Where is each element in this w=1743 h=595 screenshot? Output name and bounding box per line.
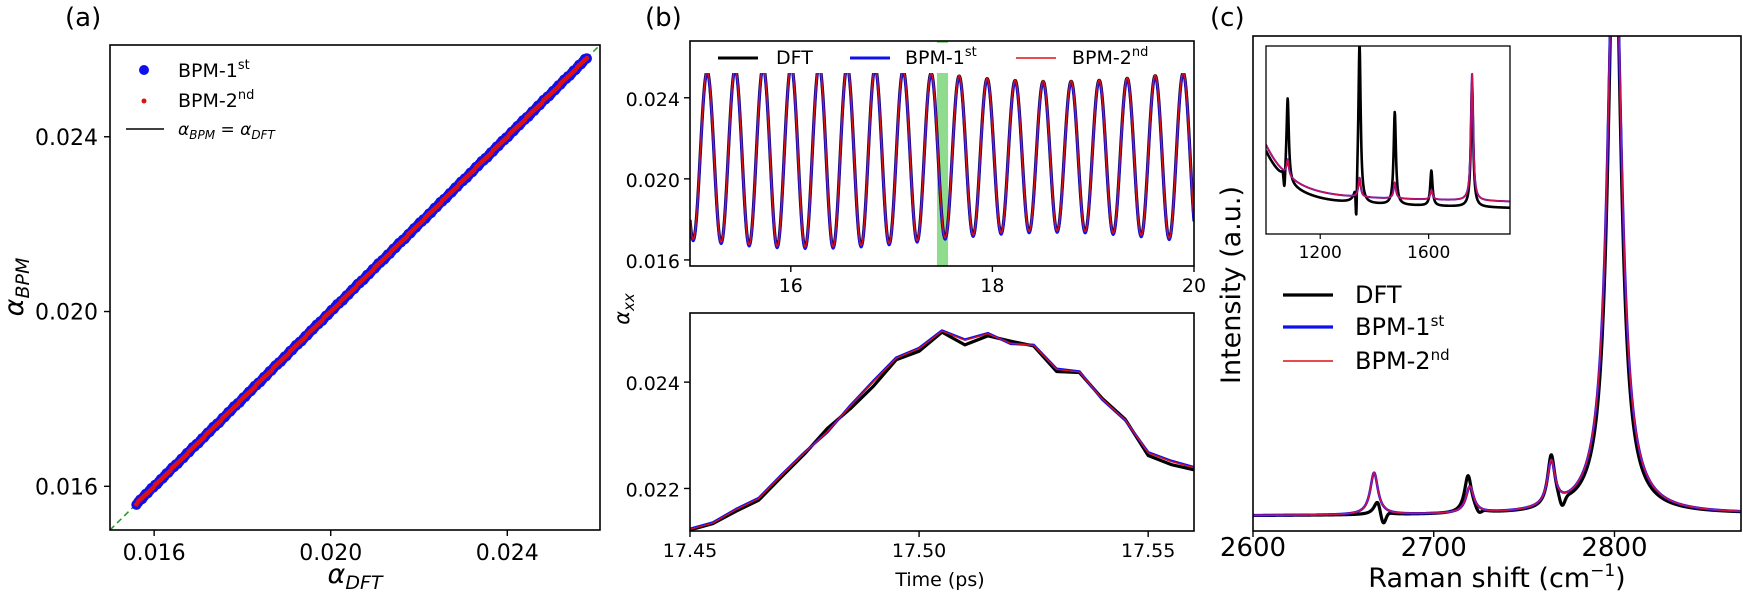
inset-frame (1265, 45, 1511, 235)
panel-b-bottom-ytick-label: 0.024 (626, 373, 680, 395)
panel-b-bottom-xtick-label: 17.55 (1121, 540, 1175, 562)
panel-b-top-xtick-label: 16 (779, 275, 803, 297)
panel-a-ylabel: αBPM (0, 258, 34, 317)
legend-marker-bpm1 (139, 65, 149, 75)
panel-b-top-ytick-label: 0.024 (626, 89, 680, 111)
panel-a-ytick-label: 0.020 (35, 301, 98, 326)
panel-b-label: (b) (645, 3, 682, 33)
panel-b-top-ytick-label: 0.016 (626, 251, 680, 273)
series-BPM-1st (690, 329, 1194, 531)
panel-b-bottom-ytick-label: 0.022 (626, 479, 680, 501)
panel-b-bottom-plot-area (690, 329, 1194, 531)
inset-background (1266, 46, 1510, 234)
inset-spectrum-BPM-2nd (1266, 73, 1510, 203)
panel-c-xlabel: Raman shift (cm−1) (1368, 561, 1625, 594)
legend-label-bpm1-b: BPM-1st (905, 45, 977, 69)
legend-label-dft-c: DFT (1355, 281, 1402, 309)
panel-b-ylabel: αxx (610, 293, 638, 325)
legend-label-bpm2: BPM-2nd (178, 88, 254, 112)
panel-a-ytick-label: 0.016 (35, 475, 98, 500)
panel-b-top-plot-area (690, 41, 1194, 266)
panel-a-legend: BPM-1st BPM-2nd αBPM = αDFT (126, 58, 276, 142)
series-BPM-2nd (690, 330, 1194, 531)
panel-c-xtick-label: 2600 (1220, 533, 1286, 563)
panel-b-top-xtick-label: 20 (1182, 275, 1206, 297)
legend-label-bpm2-b: BPM-2nd (1072, 45, 1148, 69)
legend-label-dft-b: DFT (776, 47, 813, 69)
series-DFT (690, 330, 1194, 531)
panel-a-label: (a) (65, 3, 101, 33)
legend-marker-bpm2 (141, 98, 147, 104)
panel-a-xtick-label: 0.024 (476, 541, 539, 566)
panel-a-ticks: 0.016 0.020 0.024 0.016 0.020 0.024 (35, 126, 539, 566)
panel-a: (a) 0.016 0.020 0.024 0.016 0.020 0.024 BPM-1… (0, 3, 601, 594)
panel-b-legend: DFT BPM-1st BPM-2nd (694, 43, 1188, 73)
panel-a-frame (109, 44, 601, 531)
panel-b-top-ytick-label: 0.020 (626, 170, 680, 192)
legend-label-bpm2-c: BPM-2nd (1355, 346, 1450, 375)
panel-c-ticks: 2600 2700 2800 (1220, 531, 1648, 563)
legend-label-identity: αBPM = αDFT (178, 120, 276, 142)
panel-a-xtick-label: 0.020 (299, 541, 362, 566)
panel-b-top-frame (689, 40, 1195, 267)
panel-a-xtick-label: 0.016 (123, 541, 186, 566)
panel-c-xtick-label: 2700 (1401, 533, 1467, 563)
inset-xtick-label: 1600 (1407, 243, 1450, 263)
panel-a-ytick-label: 0.024 (35, 126, 98, 151)
legend-label-bpm1-c: BPM-1st (1355, 312, 1444, 341)
panel-b-xlabel: Time (ps) (894, 569, 984, 591)
panel-a-xlabel: αDFT (328, 559, 384, 594)
inset-xtick-label: 1200 (1299, 243, 1342, 263)
inset-ticks: 1200 1600 (1299, 234, 1450, 263)
point-bpm2 (584, 55, 590, 61)
panel-c-xtick-label: 2800 (1581, 533, 1647, 563)
panel-c: (c) 2600 2700 2800 1200 1600 DFT BPM-1st BP… (1210, 3, 1742, 594)
panel-a-plot-area (110, 45, 600, 530)
panel-c-label: (c) (1210, 3, 1245, 33)
spectrum-BPM-2nd (1253, 36, 1741, 517)
panel-b-bottom-xtick-label: 17.45 (663, 540, 717, 562)
highlight-window (936, 41, 949, 266)
panel-b-bottom-ticks: 17.45 17.50 17.55 0.022 0.024 (626, 373, 1176, 562)
panel-b-top-ticks: 16 18 20 0.016 0.020 0.024 (626, 89, 1207, 297)
panel-b-top-xtick-label: 18 (980, 275, 1004, 297)
panel-b-bottom-xtick-label: 17.50 (892, 540, 946, 562)
inset-plot-area (1266, 46, 1510, 216)
panel-b-legend-bg (694, 43, 1188, 73)
panel-c-frame (1252, 35, 1742, 532)
legend-label-bpm1: BPM-1st (178, 58, 250, 82)
panel-b: (b) 16 18 20 0.016 0.020 0.024 DFT BPM-1st BP… (610, 3, 1206, 591)
series-line-2 (690, 64, 1194, 248)
panel-b-bottom-frame (689, 312, 1195, 532)
panel-c-ylabel: Intensity (a.u.) (1216, 186, 1247, 384)
panel-c-plot-area (1253, 36, 1741, 525)
panel-c-legend: DFT BPM-1st BPM-2nd (1283, 281, 1450, 375)
